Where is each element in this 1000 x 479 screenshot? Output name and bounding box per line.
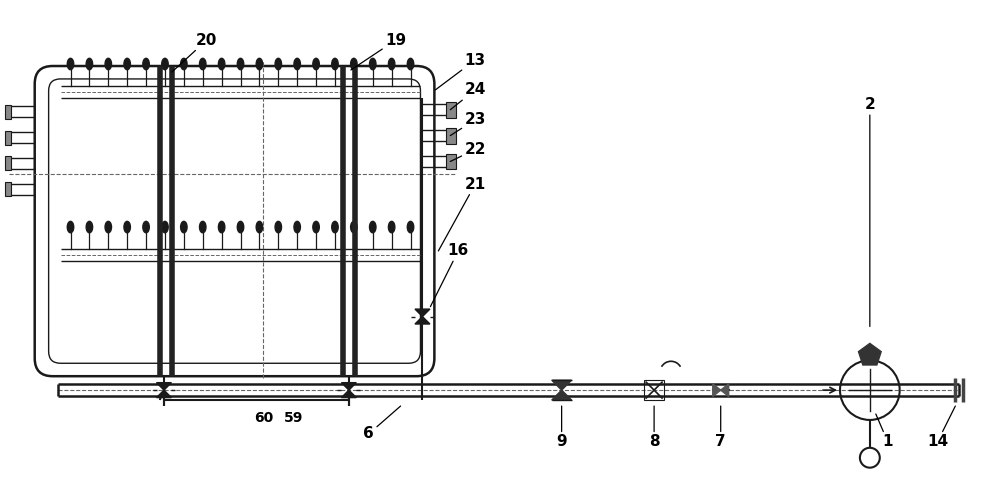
Ellipse shape	[181, 221, 187, 233]
Text: 21: 21	[438, 177, 486, 251]
Ellipse shape	[124, 221, 130, 233]
Text: 8: 8	[649, 406, 659, 449]
Polygon shape	[157, 383, 171, 390]
Bar	[446, 102, 456, 118]
Text: 59: 59	[284, 411, 303, 425]
Text: 13: 13	[435, 53, 486, 90]
Bar	[446, 127, 456, 144]
Ellipse shape	[200, 58, 206, 70]
Ellipse shape	[370, 221, 376, 233]
Polygon shape	[721, 384, 729, 397]
Ellipse shape	[370, 58, 376, 70]
Bar	[644, 380, 664, 400]
Ellipse shape	[294, 221, 300, 233]
Ellipse shape	[105, 58, 112, 70]
Bar	[5, 157, 11, 171]
Polygon shape	[341, 390, 356, 398]
Ellipse shape	[237, 58, 244, 70]
Text: 1: 1	[876, 414, 893, 449]
Ellipse shape	[275, 221, 282, 233]
Ellipse shape	[351, 221, 357, 233]
Bar	[446, 153, 456, 170]
Ellipse shape	[218, 221, 225, 233]
Polygon shape	[415, 309, 430, 317]
Text: 19: 19	[351, 33, 406, 70]
Polygon shape	[415, 317, 430, 324]
Bar	[5, 105, 11, 119]
Ellipse shape	[237, 221, 244, 233]
Ellipse shape	[67, 58, 74, 70]
Text: 24: 24	[450, 82, 486, 110]
Text: 23: 23	[450, 112, 486, 136]
Text: 60: 60	[254, 411, 273, 425]
Ellipse shape	[313, 221, 319, 233]
Ellipse shape	[313, 58, 319, 70]
Ellipse shape	[162, 58, 168, 70]
Ellipse shape	[407, 58, 414, 70]
Text: 14: 14	[927, 406, 955, 449]
Ellipse shape	[143, 58, 149, 70]
Ellipse shape	[105, 221, 112, 233]
Polygon shape	[157, 390, 171, 398]
Ellipse shape	[275, 58, 282, 70]
Bar	[5, 131, 11, 145]
Text: 6: 6	[363, 406, 401, 441]
Bar	[5, 182, 11, 196]
Ellipse shape	[218, 58, 225, 70]
Ellipse shape	[143, 221, 149, 233]
Ellipse shape	[256, 221, 263, 233]
Ellipse shape	[388, 221, 395, 233]
Text: 20: 20	[172, 33, 217, 72]
Polygon shape	[341, 383, 356, 390]
Ellipse shape	[256, 58, 263, 70]
Ellipse shape	[162, 221, 168, 233]
Ellipse shape	[124, 58, 130, 70]
Ellipse shape	[181, 58, 187, 70]
Polygon shape	[552, 380, 572, 390]
Ellipse shape	[67, 221, 74, 233]
Ellipse shape	[332, 221, 338, 233]
Ellipse shape	[351, 58, 357, 70]
Polygon shape	[713, 384, 721, 397]
Ellipse shape	[200, 221, 206, 233]
Ellipse shape	[294, 58, 300, 70]
Text: 22: 22	[450, 142, 486, 161]
Polygon shape	[858, 343, 881, 365]
Ellipse shape	[388, 58, 395, 70]
Text: 16: 16	[430, 243, 469, 307]
Ellipse shape	[86, 221, 93, 233]
Text: 2: 2	[864, 97, 875, 327]
Text: 9: 9	[556, 406, 567, 449]
Ellipse shape	[332, 58, 338, 70]
Ellipse shape	[407, 221, 414, 233]
Ellipse shape	[86, 58, 93, 70]
Text: 7: 7	[715, 406, 726, 449]
Polygon shape	[552, 390, 572, 400]
